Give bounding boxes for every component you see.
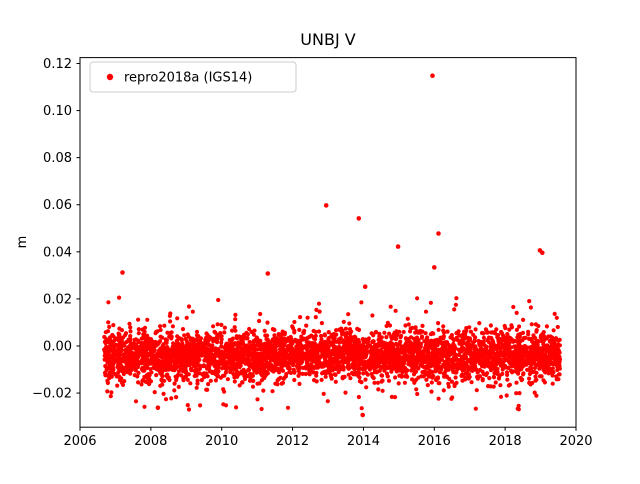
y-tick-label: 0.06 — [43, 198, 72, 213]
outlier-point — [155, 405, 161, 411]
y-tick-label: 0.04 — [43, 245, 72, 260]
y-tick-label: 0.02 — [43, 292, 72, 307]
outlier-point — [360, 412, 366, 418]
y-tick-label: 0.12 — [43, 57, 72, 72]
y-tick-label: 0.10 — [43, 104, 72, 119]
y-tick-label: −0.02 — [32, 387, 72, 402]
x-tick-label: 2018 — [489, 434, 522, 449]
legend-marker-icon — [106, 73, 114, 81]
x-tick-label: 2020 — [559, 434, 592, 449]
y-axis-label: m — [15, 236, 30, 249]
chart-title: UNBJ V — [300, 30, 355, 49]
y-tick-label: 0.08 — [43, 151, 72, 166]
legend-box — [89, 61, 297, 93]
x-tick-label: 2014 — [347, 434, 380, 449]
series-points — [102, 73, 563, 418]
legend: repro2018a (IGS14) — [89, 61, 297, 93]
outlier-point — [120, 270, 125, 275]
x-tick-label: 2016 — [418, 434, 451, 449]
axis-ticks: 2006 2008 2010 2012 2014 2016 2018 2020 −0.02 0.0… — [32, 57, 592, 449]
outlier-point — [540, 250, 545, 256]
outlier-point — [395, 244, 401, 249]
y-tick-label: 0.00 — [43, 339, 72, 354]
outlier-point — [362, 284, 368, 290]
x-tick-label: 2010 — [205, 434, 238, 449]
outlier-point — [265, 271, 271, 276]
outlier-point — [430, 73, 435, 78]
axes-frame — [79, 57, 577, 428]
x-tick-label: 2006 — [63, 434, 96, 449]
outlier-point — [356, 216, 362, 221]
outlier-point — [323, 203, 329, 208]
outlier-point — [436, 231, 441, 236]
x-tick-label: 2008 — [134, 434, 167, 449]
scatter-points — [102, 73, 563, 418]
legend-entry-label: repro2018a (IGS14) — [124, 71, 252, 86]
x-tick-label: 2012 — [276, 434, 309, 449]
outlier-point — [432, 265, 437, 270]
